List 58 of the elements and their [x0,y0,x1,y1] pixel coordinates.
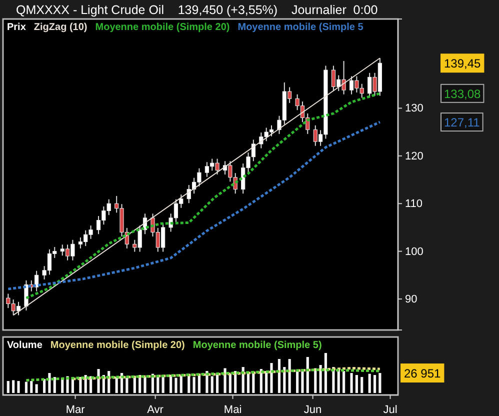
bar [373,375,376,393]
bar [228,374,232,393]
line-series [6,120,382,290]
bar [144,377,146,393]
y-tick-label: 110 [405,198,423,210]
bar [224,368,226,393]
bar [35,384,38,393]
bar [270,363,273,393]
bar [288,359,291,393]
x-tick-label: Jun [304,404,322,416]
text: ZigZag (10) [34,22,88,33]
y-tick-label: 120 [405,150,424,162]
bar [342,371,346,393]
y-tick-label: 100 [405,246,424,258]
bar [206,371,208,393]
bar [319,365,322,393]
y-tick-label: 130 [405,102,424,115]
text: Moyenne mobile (Simple 20) [95,22,230,33]
x-tick-label: Jul [383,404,398,416]
chart-title: QMXXXX - Light Crude Oil 139,450 (+3,55%) Journalier 0:00 [16,3,378,17]
x-tick-label: Mar [66,404,86,416]
bar [360,377,364,393]
legend-title: Prix [7,22,26,33]
text: 26 951 [404,366,442,380]
bar [48,373,51,393]
x-tick-label: Mai [224,404,242,416]
bar [12,380,15,393]
bar [162,377,164,393]
legend-title: Volume [7,340,43,351]
bar [368,374,371,393]
x-tick-label: Avr [147,404,164,416]
text: 133,08 [444,86,482,101]
bar [350,373,353,393]
text: Moyenne mobile (Simple 5 [238,22,364,33]
bar [126,378,128,393]
bar [210,376,214,393]
bar [53,377,56,393]
bar [24,382,28,393]
bar [378,373,382,393]
bar [192,377,196,393]
bar [17,381,20,393]
bar [180,375,182,393]
bar [30,381,33,393]
bar [296,371,299,393]
y-tick-label: 90 [405,294,418,306]
bar [355,375,358,393]
bar [306,357,309,393]
text: 139,45 [444,56,482,71]
bar [43,379,46,393]
bar [246,373,250,393]
bar [198,375,201,393]
bar [174,378,178,393]
text: 127,11 [444,116,480,130]
bar [6,381,10,393]
series-label: Moyenne mobile (Simple 5) [192,340,322,351]
text: Moyenne mobile (Simple 20) [50,340,185,351]
bar [324,353,328,393]
bar [301,369,304,393]
